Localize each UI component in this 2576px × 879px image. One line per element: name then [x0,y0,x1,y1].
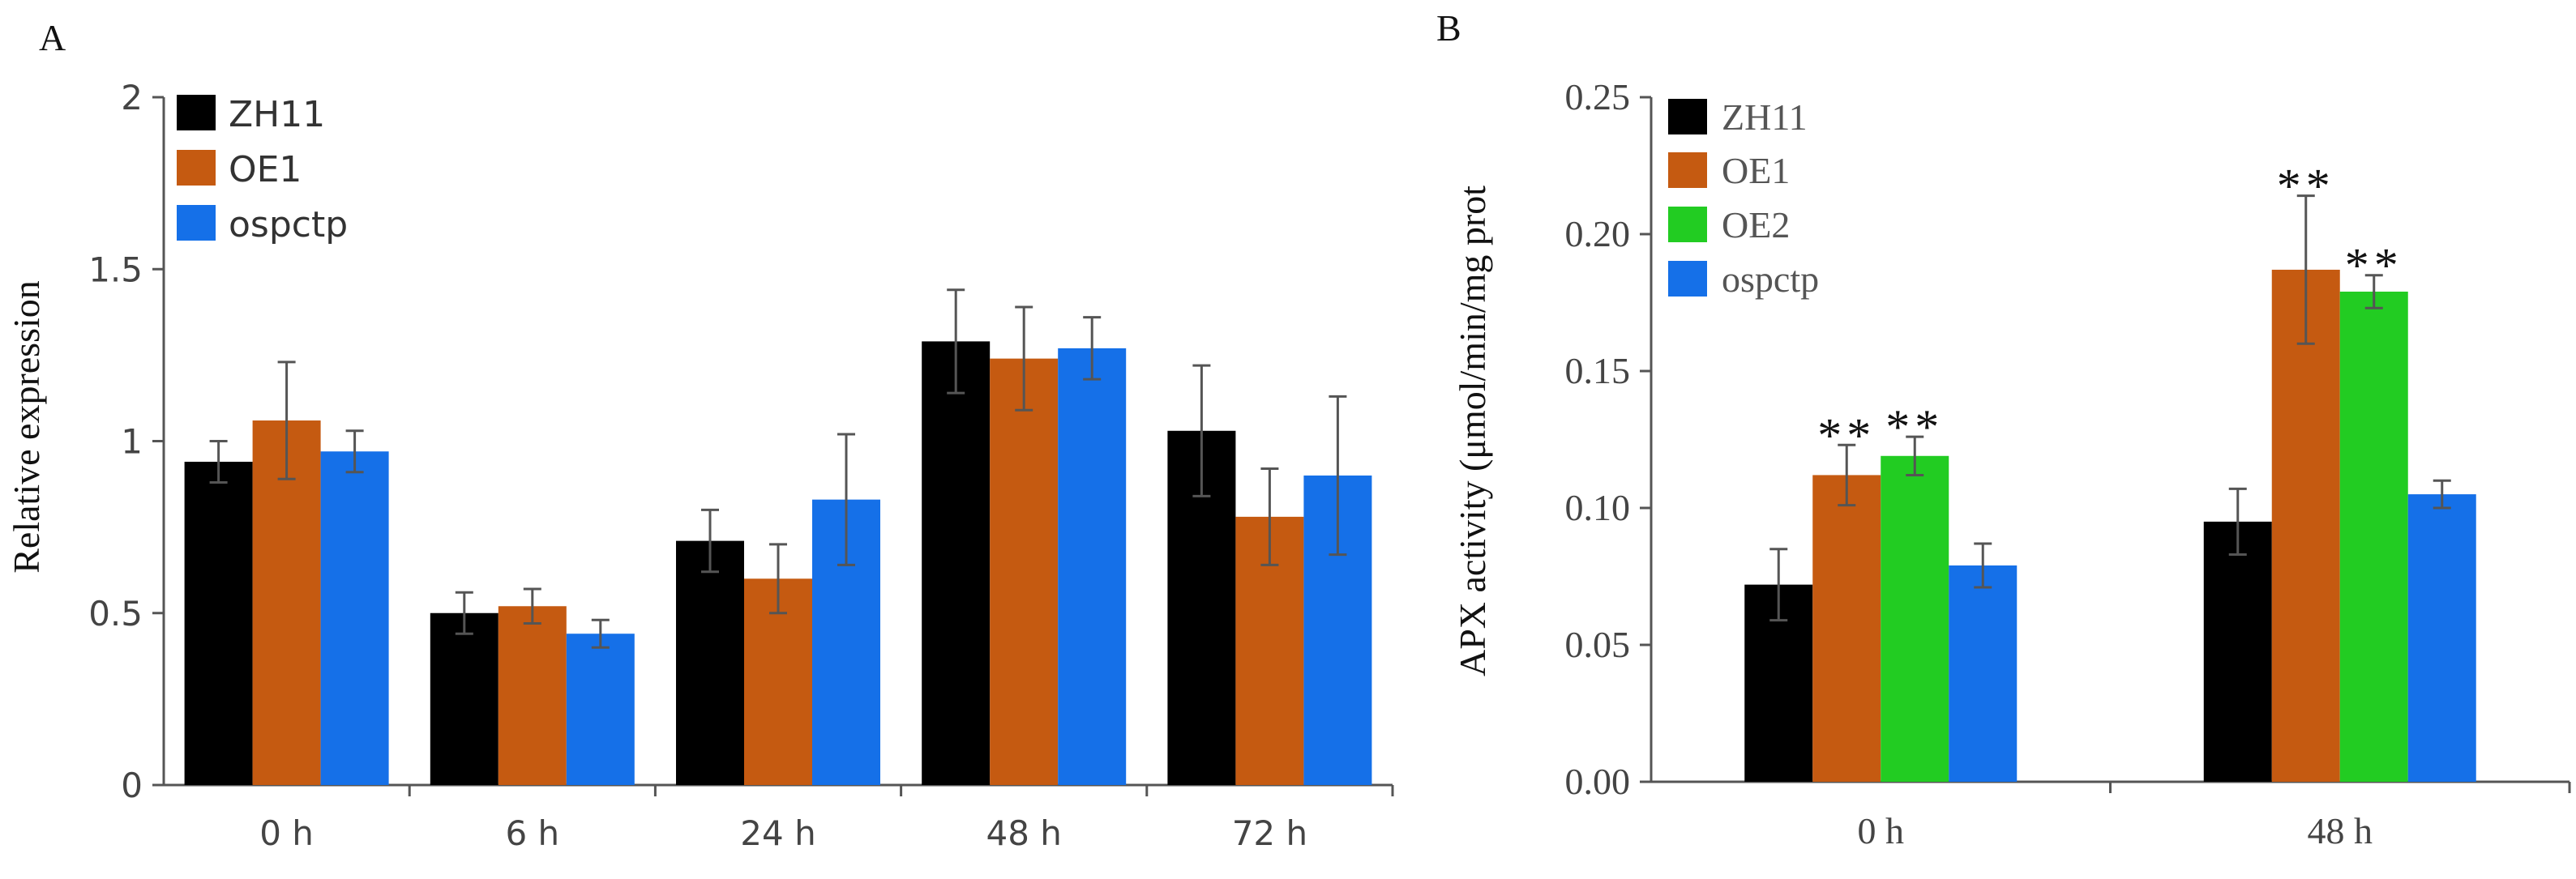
error-bar-zh11-24-h [701,508,719,574]
legend-label-ospctp: ospctp [229,204,348,245]
error-bar-oe1-72-h [1260,467,1279,566]
panel-b-legend: ZH11 OE1 OE2 ospctp [1668,96,1819,300]
bar-ospctp-6-h [566,634,635,785]
error-bar-zh11-6-h [455,591,473,635]
legend-label-oe1: OE1 [229,149,302,190]
y-tick-label: 0.5 [88,594,143,634]
x-tick-label-72-h: 72 h [1232,813,1307,853]
panel-a-legend: ZH11 OE1 ospctp [177,94,348,245]
panel-a-label: A [39,17,66,58]
panel-b-y-ticks: 0.00 0.05 0.10 0.15 0.20 0.25 [1565,76,1651,802]
y-tick-label: 2 [121,78,143,117]
bar-oe1-48-h [2271,269,2340,782]
error-bar-ospctp-6-h [591,618,610,649]
error-bar-oe2-0-h [1906,435,1924,476]
error-bar-oe1-0-h [1838,443,1856,507]
x-tick-label-48-h: 48 h [2308,810,2373,851]
legend-swatch-ospctp [1668,261,1707,297]
legend-label-oe1: OE1 [1722,150,1790,191]
panel-b-label: B [1436,7,1461,49]
bar-oe2-0-h [1881,455,1949,782]
y-tick-label: 0 [121,766,143,805]
error-bar-zh11-48-h [2228,487,2247,556]
bar-zh11-24-h [676,540,744,785]
legend-swatch-oe2 [1668,207,1707,242]
panel-b: B APX activity (μmol/min/mg prot 0.000.0… [1436,7,2571,851]
error-bar-zh11-72-h [1192,364,1211,497]
panel-a-error-bars [209,288,1347,649]
legend-swatch-zh11 [1668,99,1707,134]
panel-b-y-axis-label: APX activity (μmol/min/mg prot [1452,186,1493,676]
panel-b-x-ticks: 0 h 48 h [1858,782,2571,851]
legend-label-zh11: ZH11 [1722,96,1808,138]
error-bar-oe1-48-h [1015,305,1033,412]
error-bar-oe1-24-h [769,543,787,615]
panel-a: A Relative expression 0 0.5 1 1.5 2 0 h 6 h 24… [6,17,1394,853]
y-tick-label: 0.00 [1565,761,1631,802]
legend-swatch-ospctp [177,205,216,241]
bar-zh11-48-h [922,341,991,785]
legend-label-oe2: OE2 [1722,204,1790,245]
error-bar-ospctp-72-h [1329,395,1347,557]
bar-zh11-6-h [430,612,499,785]
legend-label-ospctp: ospctp [1722,258,1819,300]
y-tick-label: 1 [121,422,143,462]
error-bar-zh11-0-h [209,440,228,484]
x-tick-label-6-h: 6 h [505,813,559,853]
significance-mark: ** [2345,239,2403,292]
significance-mark: ** [1885,400,1944,454]
bar-oe1-48-h [990,358,1059,785]
y-tick-label: 0.15 [1565,350,1631,391]
error-bar-ospctp-24-h [837,433,855,566]
panel-a-bars [184,341,1372,785]
x-tick-label-0-h: 0 h [1858,810,1905,851]
bar-oe1-0-h [252,420,321,785]
bar-oe1-6-h [498,606,567,785]
error-bar-ospctp-48-h [1083,316,1102,381]
x-tick-label-24-h: 24 h [740,813,815,853]
legend-swatch-oe1 [1668,152,1707,188]
bar-oe1-0-h [1812,475,1881,782]
x-tick-label-0-h: 0 h [259,813,314,853]
x-tick-label-48-h: 48 h [986,813,1061,853]
bar-ospctp-0-h [1949,565,2018,782]
panel-b-error-bars [1769,194,2451,622]
panel-a-x-ticks: 0 h 6 h 24 h 48 h 72 h [259,785,1394,853]
panel-a-y-ticks: 0 0.5 1 1.5 2 [88,78,164,805]
bar-zh11-0-h [184,461,253,785]
significance-mark: ** [2277,160,2335,213]
panel-b-significance-marks: ** ****** [1817,160,2403,463]
error-bar-ospctp-48-h [2433,479,2451,510]
y-tick-label: 0.20 [1565,213,1631,254]
error-bar-oe1-6-h [523,587,541,625]
legend-swatch-oe1 [177,150,216,186]
error-bar-zh11-48-h [947,288,965,395]
error-bar-oe2-48-h [2364,274,2383,309]
y-tick-label: 0.10 [1565,487,1631,528]
legend-label-zh11: ZH11 [229,94,325,135]
y-tick-label: 1.5 [88,250,143,289]
bar-ospctp-48-h [1058,348,1127,785]
error-bar-ospctp-0-h [1974,542,1992,589]
error-bar-oe1-0-h [277,361,296,480]
bar-ospctp-0-h [320,451,389,785]
bar-ospctp-48-h [2407,494,2476,782]
error-bar-oe1-48-h [2296,194,2315,345]
error-bar-zh11-0-h [1769,548,1788,622]
error-bar-ospctp-0-h [345,429,364,474]
legend-swatch-zh11 [177,95,216,130]
panel-a-y-axis-label: Relative expression [6,280,47,574]
significance-mark: ** [1817,408,1876,462]
panel-b-bars [1744,269,2476,783]
bar-zh11-48-h [2203,521,2272,782]
y-tick-label: 0.05 [1565,624,1631,665]
bar-oe2-48-h [2339,291,2408,783]
y-tick-label: 0.25 [1565,76,1631,117]
